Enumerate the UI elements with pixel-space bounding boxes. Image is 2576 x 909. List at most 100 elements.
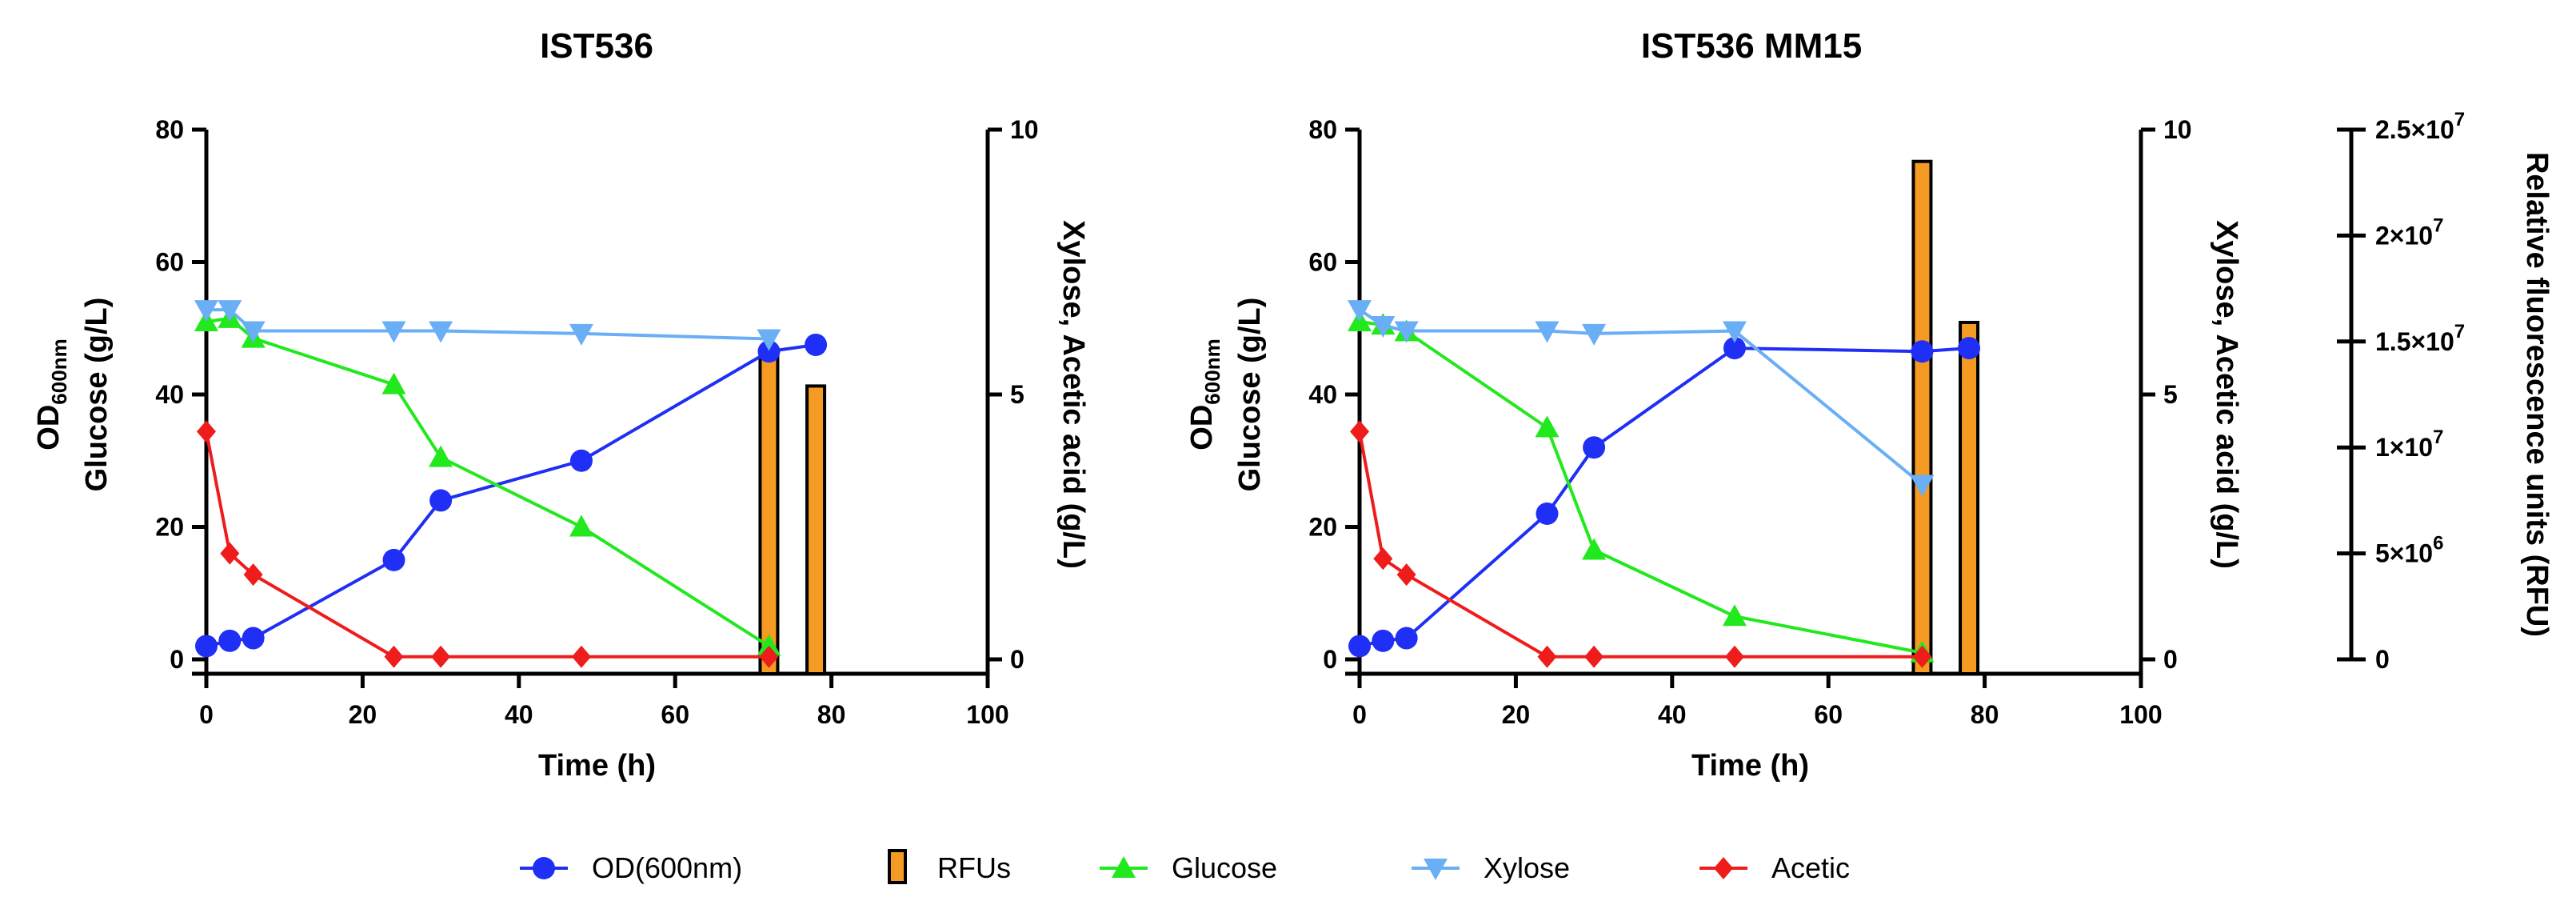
x-axis-label: Time (h)	[1691, 749, 1809, 783]
xylose-point	[1582, 323, 1607, 346]
y-axis-label-od-sub: 600nm	[47, 338, 71, 404]
xylose-point	[1394, 321, 1419, 343]
od-point	[757, 340, 781, 363]
x-axis-label: Time (h)	[538, 749, 656, 783]
y-tick-label-far-right-base: 1×10	[2375, 433, 2433, 462]
legend-xylose-marker	[1424, 859, 1448, 880]
y-axis-label-od-main: OD	[1185, 405, 1219, 450]
glucose-point	[1722, 604, 1747, 627]
xylose-point	[1348, 300, 1372, 322]
chart-title: IST536	[540, 26, 653, 66]
legend-acetic-marker	[1714, 857, 1733, 879]
y-tick-label-far-right-base: 0	[2375, 645, 2390, 674]
chart-title: IST536 MM15	[1641, 26, 1862, 66]
acetic-point	[220, 542, 240, 565]
y-tick-label-left: 40	[155, 380, 184, 409]
od-point	[382, 548, 405, 571]
od-point	[805, 333, 828, 356]
xylose-point	[1722, 321, 1747, 343]
acetic-point	[571, 645, 591, 668]
od-point	[1911, 340, 1934, 363]
acetic-line	[1358, 430, 1923, 659]
y-axis-label-glucose: Glucose (g/L)	[80, 298, 114, 492]
y-axis-label-glucose: Glucose (g/L)	[1233, 298, 1267, 492]
y-tick-label-far-right-base: 2.5×10	[2375, 115, 2454, 144]
y-tick-label-far-right-exp: 7	[2433, 426, 2443, 448]
xylose-point	[1535, 321, 1560, 343]
y-axis-label-od: OD600nm	[1185, 338, 1224, 450]
legend-glucose-marker	[1112, 856, 1136, 878]
legend-xylose-label: Xylose	[1484, 851, 1570, 884]
y-tick-label-left: 20	[1308, 513, 1337, 542]
x-tick-label: 80	[817, 700, 846, 729]
y-tick-label-far-right-exp: 7	[2454, 321, 2465, 342]
rfu-bar	[1959, 320, 1980, 675]
xylose-point	[241, 321, 266, 343]
y-tick-label-far-right: 5×106	[2375, 533, 2443, 568]
acetic-point	[1396, 563, 1416, 587]
acetic-point	[243, 563, 263, 587]
rfu-bar	[758, 354, 780, 675]
y-tick-label-left: 80	[155, 115, 184, 144]
glucose-point	[1535, 415, 1560, 438]
x-tick-label: 100	[966, 700, 1008, 729]
legend-glucose-label: Glucose	[1172, 851, 1277, 884]
acetic-point	[384, 645, 404, 668]
glucose-point	[1582, 538, 1607, 560]
acetic-point	[1912, 645, 1932, 668]
xylose-point	[1371, 315, 1396, 338]
x-tick-label: 40	[505, 700, 533, 729]
x-tick-label: 60	[1814, 700, 1843, 729]
od-point	[1348, 635, 1371, 658]
od-point	[1583, 436, 1606, 459]
x-tick-label: 0	[199, 700, 214, 729]
y-tick-label-left: 20	[155, 513, 184, 542]
y-tick-label-left: 80	[1308, 115, 1337, 144]
y-axis-label-od: OD600nm	[32, 338, 71, 450]
x-tick-label: 80	[1971, 700, 1999, 729]
legend-acetic-label: Acetic	[1771, 851, 1850, 884]
rfu-bar	[1911, 159, 1933, 676]
y-tick-label-far-right: 0	[2375, 645, 2390, 674]
glucose-point	[757, 634, 781, 656]
xylose-line	[206, 308, 769, 341]
x-tick-label: 100	[2119, 700, 2162, 729]
x-tick-label: 0	[1352, 700, 1367, 729]
xylose-point	[569, 323, 593, 346]
y-tick-label-far-right-base: 1.5×10	[2375, 327, 2454, 356]
x-tick-label: 20	[349, 700, 377, 729]
od-point	[1395, 627, 1418, 650]
acetic-point	[1724, 645, 1744, 668]
od-point	[1958, 337, 1981, 360]
y-tick-label-left: 60	[155, 248, 184, 277]
y-tick-label-left: 60	[1308, 248, 1337, 277]
od-point	[195, 635, 218, 658]
y-tick-label-far-right-exp: 7	[2454, 109, 2465, 130]
y-tick-label-right: 0	[2163, 645, 2178, 674]
legend-rfu-label: RFUs	[937, 851, 1011, 884]
legend-od-marker	[533, 857, 555, 879]
y-tick-label-far-right-exp: 7	[2433, 214, 2443, 236]
y-tick-label-right: 10	[1010, 115, 1039, 144]
od-point	[1536, 502, 1559, 525]
y-tick-label-left: 0	[1323, 645, 1337, 674]
y-tick-label-far-right: 2.5×107	[2375, 109, 2465, 144]
y-tick-label-left: 40	[1308, 380, 1337, 409]
glucose-point	[381, 372, 406, 394]
od-point	[242, 627, 265, 650]
y-tick-label-right: 10	[2163, 115, 2192, 144]
od-point	[569, 449, 593, 472]
y-tick-label-far-right-base: 5×10	[2375, 539, 2433, 568]
x-tick-label: 20	[1502, 700, 1531, 729]
acetic-point	[197, 420, 216, 443]
x-tick-label: 60	[661, 700, 689, 729]
acetic-point	[1350, 420, 1369, 443]
y-tick-label-right: 5	[2163, 380, 2178, 409]
y-axis-label-far-right: Relative fluorescence units (RFU)	[2520, 152, 2554, 637]
y-tick-label-far-right: 2×107	[2375, 214, 2443, 250]
od-point	[1723, 337, 1746, 360]
xylose-point	[1910, 475, 1935, 497]
